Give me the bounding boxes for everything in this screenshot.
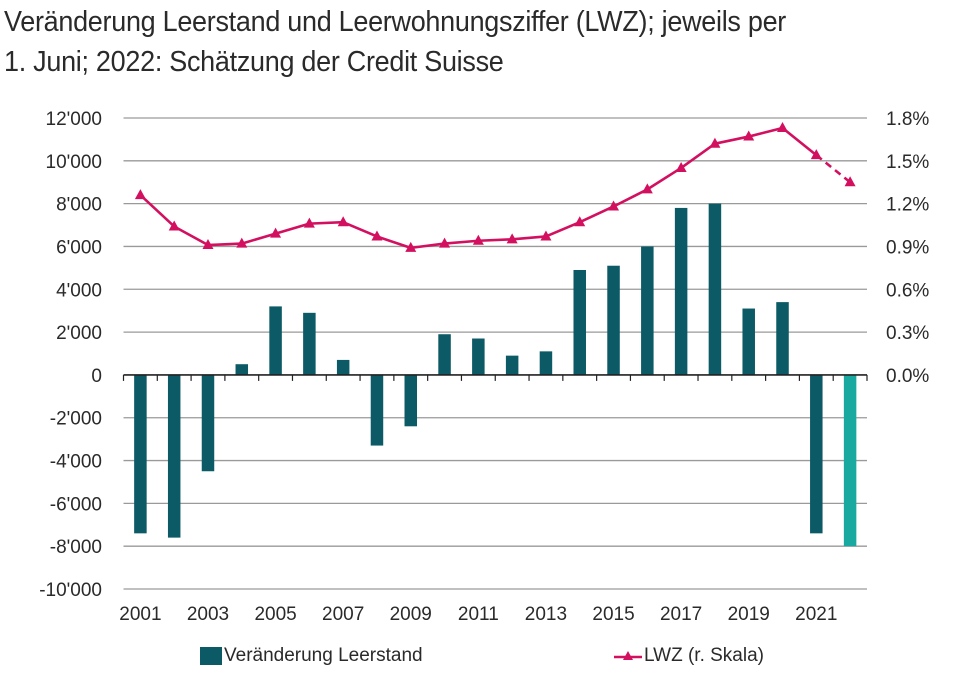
lwz-marker-2003 xyxy=(202,239,214,250)
x-axis xyxy=(122,374,868,381)
right-tick-label: 0.0% xyxy=(886,366,929,387)
bar-2010 xyxy=(438,334,451,375)
bar-2014 xyxy=(573,270,586,375)
right-tick-label: 0.9% xyxy=(886,237,929,258)
right-axis-ticks: 1.8% 1.5% 1.2% 0.9% 0.6% 0.3% 0.0% xyxy=(886,109,929,387)
left-tick-label: 2'000 xyxy=(56,323,102,344)
lwz-marker-2010 xyxy=(439,237,451,248)
bar-2012 xyxy=(505,355,519,375)
right-tick-label: 1.8% xyxy=(886,109,929,130)
x-tick-label: 2009 xyxy=(390,604,432,625)
line-series xyxy=(134,121,856,252)
legend-line-label: LWZ (r. Skala) xyxy=(644,645,764,666)
bar-2015 xyxy=(607,265,620,375)
left-tick-label: 6'000 xyxy=(56,237,102,258)
legend-line-swatch xyxy=(614,651,642,660)
left-tick-label: 12'000 xyxy=(46,109,102,130)
right-tick-label: 1.5% xyxy=(886,152,929,173)
left-tick-label: 4'000 xyxy=(56,280,102,301)
lwz-marker-2015 xyxy=(608,200,620,211)
lwz-marker-2006 xyxy=(303,217,315,228)
bar-2019 xyxy=(742,308,755,375)
legend-item-line: LWZ (r. Skala) xyxy=(614,645,764,667)
bar-2002 xyxy=(167,374,181,538)
bar-2017 xyxy=(674,207,688,375)
bar-2020 xyxy=(776,302,789,375)
bar-2006 xyxy=(303,312,316,375)
x-tick-label: 2019 xyxy=(728,604,770,625)
lwz-marker-2008 xyxy=(371,230,383,241)
x-tick-label: 2003 xyxy=(187,604,229,625)
lwz-marker-2017 xyxy=(675,161,687,172)
right-tick-label: 1.2% xyxy=(886,195,929,216)
left-axis-ticks: 12'000 10'000 8'000 6'000 4'000 2'000 0 -2'000 -… xyxy=(39,109,102,601)
bar-2001 xyxy=(134,374,147,534)
left-tick-label: 8'000 xyxy=(56,195,102,216)
lwz-marker-2002 xyxy=(168,220,180,231)
bar-2016 xyxy=(641,246,654,375)
x-tick-label: 2007 xyxy=(322,604,364,625)
x-tick-label: 2013 xyxy=(525,604,567,625)
left-tick-label: -2'000 xyxy=(50,409,102,430)
lwz-marker-2011 xyxy=(472,234,484,245)
chart-title: Veränderung Leerstand und Leerwohnungszi… xyxy=(4,2,786,82)
lwz-marker-2001 xyxy=(134,189,146,200)
lwz-marker-2018 xyxy=(709,137,721,148)
lwz-marker-2021 xyxy=(810,149,822,160)
right-tick-label: 0.6% xyxy=(886,280,929,301)
lwz-marker-2022 xyxy=(844,176,856,187)
left-tick-label: 10'000 xyxy=(46,152,102,173)
right-tick-label: 0.3% xyxy=(886,323,929,344)
lwz-marker-2007 xyxy=(337,216,349,227)
x-tick-label: 2011 xyxy=(458,604,499,625)
bar-2022 xyxy=(843,374,857,547)
left-tick-label: -10'000 xyxy=(39,580,102,601)
x-tick-label: 2015 xyxy=(592,604,634,625)
chart-title-line-1: Veränderung Leerstand und Leerwohnungszi… xyxy=(4,6,786,38)
legend-item-bars: Veränderung Leerstand xyxy=(200,645,423,667)
bar-2005 xyxy=(269,306,282,375)
left-tick-label: 0 xyxy=(91,366,102,387)
bar-2009 xyxy=(404,374,418,427)
left-tick-label: -4'000 xyxy=(50,452,102,473)
x-tick-label: 2017 xyxy=(660,604,702,625)
left-tick-label: -6'000 xyxy=(50,494,102,515)
lwz-marker-2005 xyxy=(270,227,282,238)
lwz-marker-2014 xyxy=(574,216,586,227)
bar-2011 xyxy=(472,338,485,375)
bar-2003 xyxy=(201,374,215,472)
bar-2018 xyxy=(708,203,722,375)
x-tick-label: 2001 xyxy=(119,604,161,625)
x-axis-tick-labels: 2001 2003 2005 2007 2009 2011 2013 2015 2017 2019… xyxy=(119,604,837,625)
lwz-line-estimate xyxy=(815,154,851,184)
lwz-marker-2019 xyxy=(743,130,755,141)
bar-2008 xyxy=(370,374,384,446)
bar-2013 xyxy=(539,351,553,375)
lwz-marker-2004 xyxy=(236,237,248,248)
legend-bar-label: Veränderung Leerstand xyxy=(224,645,423,666)
bar-2004 xyxy=(235,364,249,375)
bar-2007 xyxy=(336,359,350,375)
bar-2021 xyxy=(810,374,823,534)
chart-title-line-2: 1. Juni; 2022: Schätzung der Credit Suis… xyxy=(4,46,504,78)
lwz-marker-2013 xyxy=(540,230,552,241)
x-tick-label: 2005 xyxy=(254,604,296,625)
lwz-marker-2012 xyxy=(506,233,518,244)
x-tick-label: 2021 xyxy=(795,604,837,625)
lwz-marker-2009 xyxy=(405,241,417,252)
legend-bar-swatch xyxy=(200,647,222,665)
grid-lines xyxy=(123,117,867,590)
bar-series xyxy=(134,203,857,547)
left-tick-label: -8'000 xyxy=(50,537,102,558)
lwz-marker-2016 xyxy=(641,183,653,194)
lwz-marker-2020 xyxy=(777,121,789,132)
